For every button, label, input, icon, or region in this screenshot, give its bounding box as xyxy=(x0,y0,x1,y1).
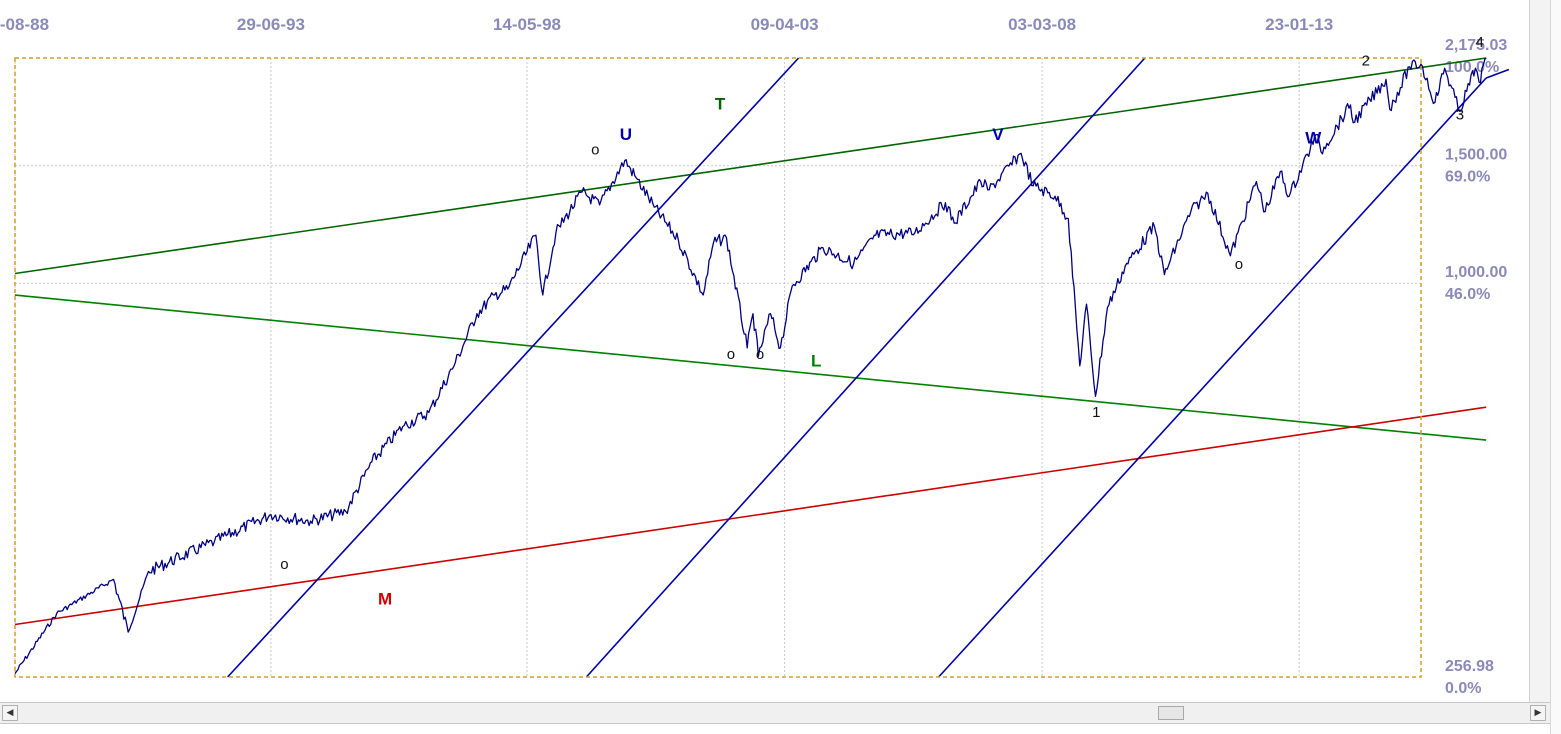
plot-background xyxy=(0,0,1529,702)
y-axis-ticks: 2,175.03 100.0% 1,500.00 69.0% 1,000.00 46.0%… xyxy=(1445,37,1507,697)
point-marker: 2 xyxy=(1362,52,1370,69)
x-axis-ticks: 15-08-88 29-06-93 14-05-98 09-04-03 03-03-08… xyxy=(0,15,1333,34)
point-marker: 3 xyxy=(1456,106,1464,123)
point-marker: o xyxy=(280,556,288,573)
x-tick-label: 23-01-13 xyxy=(1265,15,1333,34)
trend-line-u xyxy=(227,57,800,678)
trend-line-v xyxy=(585,57,1146,678)
y-tick-value: 2,175.03 xyxy=(1445,37,1507,54)
window-frame-right xyxy=(1550,0,1561,734)
trend-line-label-m: M xyxy=(378,590,392,609)
price-series xyxy=(14,57,1487,674)
trend-line-label-v: V xyxy=(992,125,1004,144)
horizontal-scrollbar[interactable]: ◀ ▶ xyxy=(0,702,1550,724)
point-marker: 1 xyxy=(1092,404,1100,421)
trend-line-t xyxy=(14,57,1487,275)
vertical-scroll-track[interactable] xyxy=(1529,0,1551,702)
y-tick-value: 256.98 xyxy=(1445,658,1494,675)
scroll-right-arrow-icon[interactable]: ▶ xyxy=(1530,705,1546,721)
point-marker: o xyxy=(591,141,599,158)
plot-border xyxy=(14,57,1422,678)
y-tick-percent: 0.0% xyxy=(1445,680,1481,697)
scrollbar-thumb[interactable] xyxy=(1158,706,1184,720)
trend-line-label-u: U xyxy=(620,125,632,144)
y-tick-percent: 69.0% xyxy=(1445,169,1490,186)
trend-line-w-extension xyxy=(1485,68,1510,79)
x-tick-label: 29-06-93 xyxy=(237,15,305,34)
scroll-left-arrow-icon[interactable]: ◀ xyxy=(2,705,18,721)
point-marker: 4 xyxy=(1476,34,1484,51)
trend-lines xyxy=(14,57,1510,678)
point-marker: o xyxy=(756,346,764,363)
trend-line-m xyxy=(14,406,1487,626)
y-tick-percent: 46.0% xyxy=(1445,286,1490,303)
trend-line-label-w: W xyxy=(1305,128,1322,147)
trend-line-w xyxy=(938,77,1487,678)
y-tick-value: 1,000.00 xyxy=(1445,264,1507,281)
trend-line-labels: T L M U V W xyxy=(378,95,1322,609)
trend-line-l xyxy=(14,294,1487,441)
point-marker: o xyxy=(727,346,735,363)
x-tick-label: 09-04-03 xyxy=(751,15,819,34)
price-line xyxy=(14,57,1487,674)
x-tick-label: 15-08-88 xyxy=(0,15,49,34)
trend-line-label-l: L xyxy=(811,352,821,371)
x-tick-label: 03-03-08 xyxy=(1008,15,1076,34)
trend-line-label-t: T xyxy=(715,95,726,114)
y-tick-value: 1,500.00 xyxy=(1445,147,1507,164)
x-tick-label: 14-05-98 xyxy=(493,15,561,34)
point-marker: o xyxy=(1235,256,1243,273)
point-markers: o o o o o 1 2 3 4 xyxy=(280,34,1484,573)
y-tick-percent: 100.0% xyxy=(1445,59,1499,76)
